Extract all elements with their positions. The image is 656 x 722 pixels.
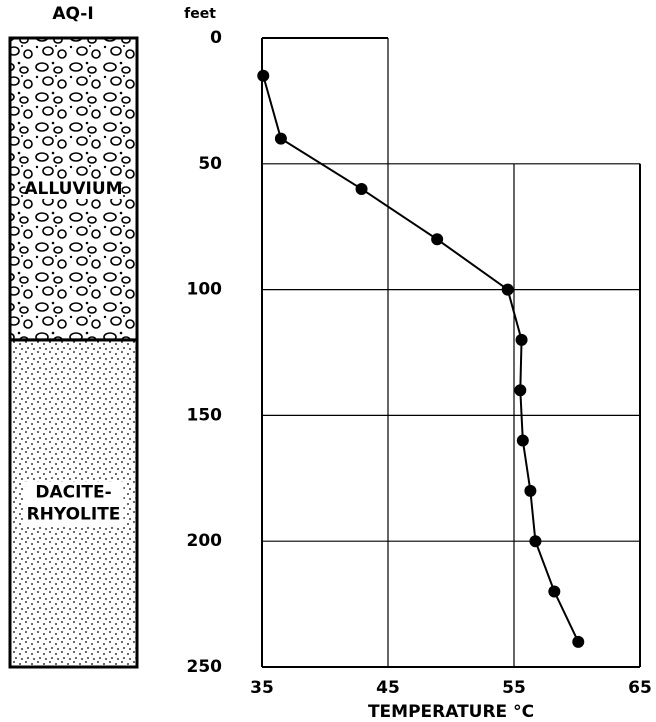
y-tick-label: 50	[198, 154, 222, 174]
y-axis-label: feet	[184, 6, 216, 22]
y-tick-label: 200	[187, 531, 223, 551]
data-point	[572, 635, 585, 648]
data-point	[524, 484, 537, 497]
layer-label: ALLUVIUM	[24, 179, 122, 199]
data-point	[431, 233, 444, 246]
column-title: AQ-I	[52, 4, 93, 24]
x-tick-label: 55	[502, 678, 526, 698]
label-bg	[23, 481, 124, 526]
x-axis-label: TEMPERATURE °C	[368, 702, 534, 722]
y-tick-label: 250	[187, 657, 223, 677]
label-bg	[25, 178, 122, 199]
y-tick-label: 100	[187, 280, 223, 300]
data-point	[548, 585, 561, 598]
data-point	[516, 434, 529, 447]
data-point	[257, 69, 270, 82]
layer-label: DACITE-RHYOLITE	[27, 482, 121, 524]
x-tick-label: 65	[628, 678, 652, 698]
y-tick-label: 150	[187, 405, 223, 425]
x-tick-label: 35	[250, 678, 274, 698]
data-point	[501, 283, 514, 296]
data-point	[515, 333, 528, 346]
profile-line	[262, 75, 580, 643]
data-point	[274, 132, 287, 145]
data-point	[514, 384, 527, 397]
data-point	[529, 535, 542, 548]
x-tick-label: 45	[376, 678, 400, 698]
y-tick-label: 0	[210, 28, 222, 48]
data-point	[355, 182, 368, 195]
